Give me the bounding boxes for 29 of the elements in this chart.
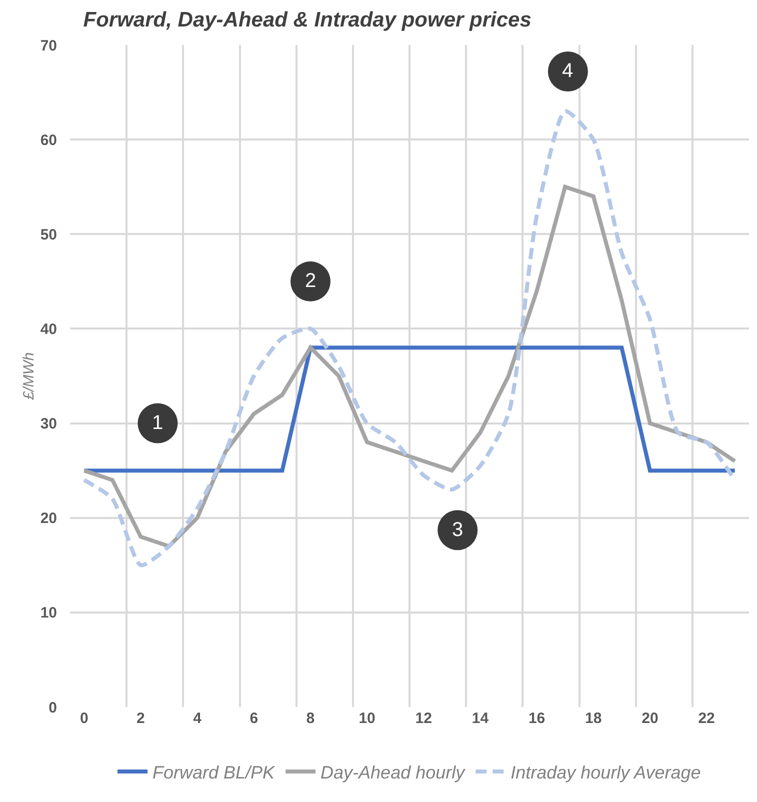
annotation: 3 <box>452 519 464 541</box>
chart-title: Forward, Day-Ahead & Intraday power prices <box>83 8 532 32</box>
x-tick-label: 4 <box>193 710 202 727</box>
x-tick-label: 8 <box>306 710 315 727</box>
annotation: 4 <box>562 60 574 82</box>
y-tick-label: 50 <box>40 226 57 244</box>
legend-label: Day-Ahead hourly <box>320 762 466 783</box>
x-tick-label: 6 <box>250 710 258 727</box>
y-axis-title: £/MWh <box>20 352 38 401</box>
x-tick-label: 20 <box>642 710 658 727</box>
legend-label: Forward BL/PK <box>152 762 276 783</box>
y-tick-label: 10 <box>40 604 57 622</box>
x-tick-label: 12 <box>415 710 432 727</box>
annotation: 1 <box>152 412 164 434</box>
y-tick-label: 30 <box>40 416 57 433</box>
x-tick-label: 18 <box>585 710 602 727</box>
x-tick-label: 14 <box>472 710 490 727</box>
x-tick-label: 0 <box>80 710 88 727</box>
annotation: 2 <box>305 270 316 292</box>
y-tick-label: 60 <box>40 132 57 149</box>
line-series <box>82 184 737 548</box>
y-tick-label: 20 <box>40 510 57 528</box>
y-tick-label: 40 <box>40 320 57 338</box>
x-tick-label: 2 <box>136 710 145 727</box>
x-tick-label: 22 <box>698 710 715 727</box>
legend-label: Intraday hourly Average <box>510 762 701 783</box>
x-tick-label: 10 <box>358 710 376 727</box>
x-tick-label: 16 <box>528 710 546 727</box>
y-tick-label: 70 <box>40 37 57 54</box>
